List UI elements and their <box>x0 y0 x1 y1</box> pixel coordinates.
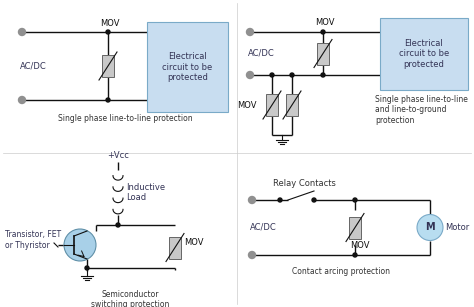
Text: MOV: MOV <box>100 19 120 28</box>
Circle shape <box>353 253 357 257</box>
Text: AC/DC: AC/DC <box>20 61 47 71</box>
Text: Single phase line-to-line protection: Single phase line-to-line protection <box>58 114 192 123</box>
Text: MOV: MOV <box>315 18 335 27</box>
Text: Relay Contacts: Relay Contacts <box>273 179 336 188</box>
Text: AC/DC: AC/DC <box>248 49 275 58</box>
Circle shape <box>64 229 96 261</box>
Circle shape <box>248 251 255 258</box>
Circle shape <box>18 29 26 36</box>
Bar <box>349 216 361 239</box>
Circle shape <box>248 196 255 204</box>
Text: Electrical
circuit to be
protected: Electrical circuit to be protected <box>163 52 213 82</box>
Bar <box>147 22 228 112</box>
Text: Semiconductor
switching protection: Semiconductor switching protection <box>91 290 169 307</box>
Text: Contact arcing protection: Contact arcing protection <box>292 267 390 276</box>
Text: Inductive
Load: Inductive Load <box>126 183 165 202</box>
Text: M: M <box>425 223 435 232</box>
Text: Electrical
circuit to be
protected: Electrical circuit to be protected <box>399 39 449 69</box>
Bar <box>286 94 298 116</box>
Circle shape <box>278 198 282 202</box>
Text: Motor: Motor <box>445 223 469 232</box>
Text: +Vcc: +Vcc <box>107 151 129 160</box>
Circle shape <box>246 72 254 79</box>
Circle shape <box>85 266 89 270</box>
Bar <box>266 94 278 116</box>
Circle shape <box>417 215 443 240</box>
Bar <box>317 42 329 64</box>
Text: Single phase line-to-line
and line-to-ground
protection: Single phase line-to-line and line-to-gr… <box>375 95 468 125</box>
Text: MOV: MOV <box>184 238 203 247</box>
Circle shape <box>290 73 294 77</box>
Circle shape <box>116 223 120 227</box>
Bar <box>380 18 468 90</box>
Circle shape <box>321 30 325 34</box>
Circle shape <box>106 30 110 34</box>
Circle shape <box>321 73 325 77</box>
Text: AC/DC: AC/DC <box>250 223 277 232</box>
Circle shape <box>246 29 254 36</box>
Text: MOV: MOV <box>237 100 257 110</box>
Circle shape <box>18 96 26 103</box>
Circle shape <box>312 198 316 202</box>
Text: Transistor, FET
or Thyristor: Transistor, FET or Thyristor <box>5 230 61 250</box>
Circle shape <box>353 198 357 202</box>
Circle shape <box>270 73 274 77</box>
Circle shape <box>106 98 110 102</box>
Text: MOV: MOV <box>350 240 370 250</box>
Bar <box>102 55 114 77</box>
Bar <box>169 236 181 258</box>
